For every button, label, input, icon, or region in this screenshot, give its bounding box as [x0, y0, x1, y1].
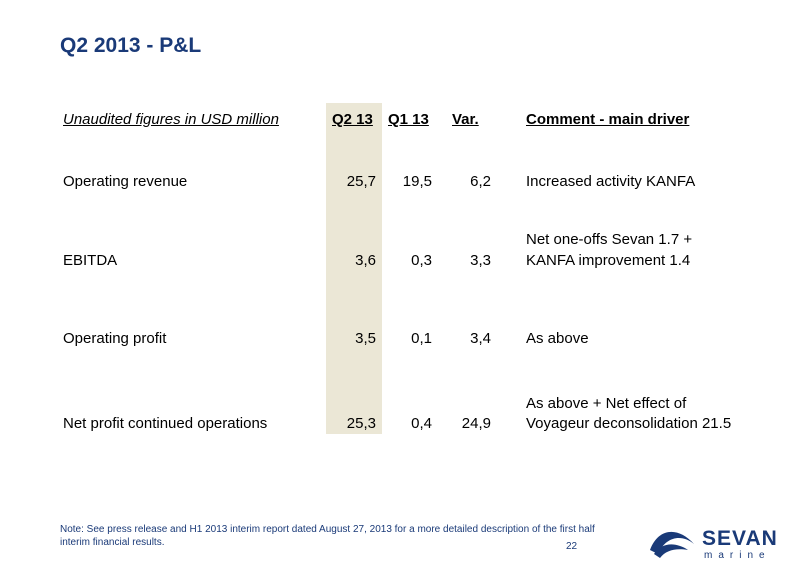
row-comment: Net one-offs Sevan 1.7 + — [526, 231, 693, 248]
row-var-value: 3,4 — [470, 330, 491, 347]
table-header-q1: Q1 13 — [388, 111, 429, 128]
sevan-wave-logo-icon: SEVAN marine — [650, 527, 778, 561]
row-q1-value: 0,3 — [411, 252, 432, 269]
row-comment: Voyageur deconsolidation 21.5 — [526, 415, 732, 432]
row-var-value: 24,9 — [461, 415, 491, 432]
q2-column-highlight — [326, 103, 382, 434]
row-q2-value: 3,6 — [355, 252, 376, 269]
row-comment: As above + Net effect of — [526, 395, 687, 412]
row-label: EBITDA — [63, 252, 118, 269]
row-label: Operating revenue — [63, 173, 188, 190]
logo-word: SEVAN — [702, 527, 778, 550]
row-var-value: 6,2 — [470, 173, 491, 190]
row-var-value: 3,3 — [470, 252, 491, 269]
table-header-var: Var. — [452, 111, 479, 128]
page-number: 22 — [566, 541, 578, 552]
row-q1-value: 0,4 — [411, 415, 432, 432]
row-comment: As above — [526, 330, 589, 347]
table-header-q2: Q2 13 — [332, 111, 373, 128]
row-q1-value: 19,5 — [402, 173, 432, 190]
row-q2-value: 25,7 — [346, 173, 376, 190]
row-q1-value: 0,1 — [411, 330, 432, 347]
row-q2-value: 25,3 — [346, 415, 376, 432]
page-title: Q2 2013 - P&L — [60, 34, 202, 57]
row-q2-value: 3,5 — [355, 330, 376, 347]
row-comment: Increased activity KANFA — [526, 173, 696, 190]
logo-subword: marine — [704, 550, 771, 561]
table-header-label: Unaudited figures in USD million — [63, 111, 279, 128]
row-label: Net profit continued operations — [63, 415, 268, 432]
row-comment: KANFA improvement 1.4 — [526, 252, 691, 269]
footnote: Note: See press release and H1 2013 inte… — [60, 524, 595, 548]
row-label: Operating profit — [63, 330, 167, 347]
table-header-comment: Comment - main driver — [526, 111, 690, 128]
